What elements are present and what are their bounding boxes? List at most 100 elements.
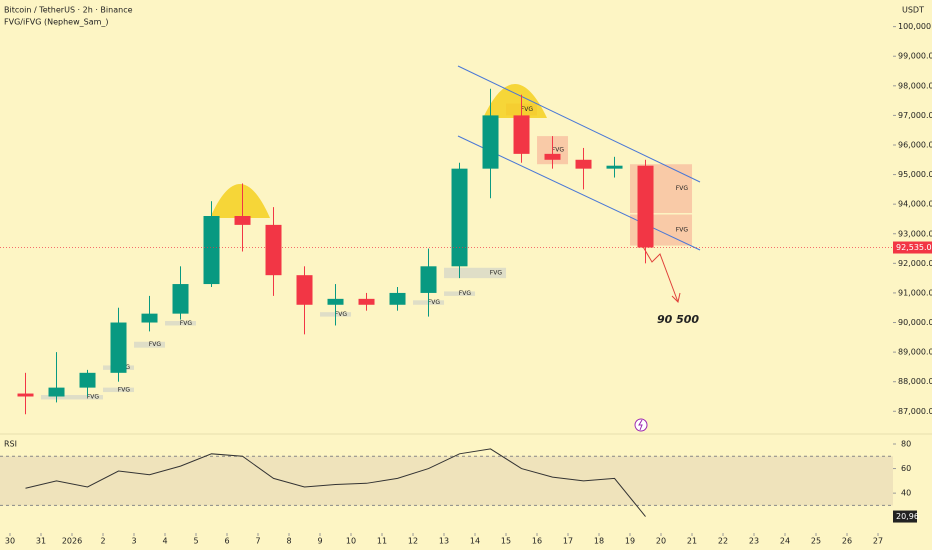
x-tick-label: 20 [656,537,666,546]
fvg-label: FVG [335,311,348,318]
y-tick-label: 95,000.00 [898,170,932,179]
candle-body [17,393,34,397]
x-tick-label: 12 [408,537,418,546]
y-tick-label: 98,000.00 [898,81,932,90]
x-tick-label: 4 [162,537,167,546]
channel-line [457,65,701,183]
currency-label: USDT [902,6,924,15]
x-tick-label: 14 [470,537,480,546]
x-tick-label: 15 [501,537,511,546]
y-tick-label: 94,000.00 [898,200,932,209]
x-tick-label: 25 [811,537,821,546]
y-tick-label: 90,000.00 [898,318,932,327]
fvg-label: FVG [118,386,131,393]
x-tick-label: 26 [842,537,852,546]
rsi-tag-label: 20,96 [896,512,919,521]
fvg-label: FVG [552,147,565,154]
x-tick-label: 24 [780,537,790,546]
candle-body [389,292,406,305]
candle-body [172,284,189,314]
candle-body [420,266,437,293]
x-tick-label: 11 [377,537,387,546]
candle-body [265,224,282,276]
candle-body [234,216,251,225]
fvg-label: FVG [87,394,100,401]
x-tick-label: 17 [563,537,573,546]
candle-body [79,372,96,388]
x-tick-label: 2026 [62,537,82,546]
y-tick-label: 88,000.00 [898,377,932,386]
rsi-line [25,448,646,517]
x-tick-label: 31 [36,537,46,546]
candle-body [482,115,499,169]
fvg-label: FVG [428,299,441,306]
candle-body [544,153,561,160]
y-tick-label: 97,000.00 [898,111,932,120]
y-tick-label: 89,000.00 [898,348,932,357]
price-tag-label: 92,535.01 [896,243,932,252]
x-tick-label: 23 [749,537,759,546]
rsi-title: RSI [4,440,17,449]
candle-body [141,313,158,323]
fvg-label: FVG [521,106,534,113]
candle-body [296,275,313,305]
candle-body [203,216,220,285]
rsi-tick-label: 60 [901,464,911,473]
rsi-tick-label: 40 [901,489,911,498]
fvg-label: FVG [149,341,162,348]
fvg-zone [444,291,476,296]
forecast-arrow [641,244,679,303]
x-tick-label: 2 [100,537,105,546]
x-tick-label: 9 [317,537,322,546]
fvg-label: FVG [490,269,503,276]
price-tag [893,241,932,254]
y-tick-label: 91,000.00 [898,288,932,297]
x-tick-label: 16 [532,537,542,546]
y-tick-label: 100,000.00 [898,22,932,31]
fvg-label: FVG [676,185,689,192]
fvg-zone [444,267,507,279]
candle-body [575,159,592,169]
x-tick-label: 13 [439,537,449,546]
fvg-zone [41,395,104,400]
x-tick-label: 21 [687,537,697,546]
top-dome [483,84,547,118]
x-tick-label: 18 [594,537,604,546]
x-tick-label: 27 [873,537,883,546]
x-tick-label: 6 [224,537,229,546]
fvg-zone [165,321,197,326]
y-tick-label: 87,000.00 [898,407,932,416]
y-tick-label: 93,000.00 [898,229,932,238]
x-tick-label: 8 [286,537,291,546]
fvg-zone [103,387,135,393]
y-tick-label: 92,000.00 [898,259,932,268]
fvg-label: FVG [180,320,193,327]
x-tick-label: 5 [193,537,198,546]
arrow-head [671,292,681,303]
x-tick-label: 30 [5,537,15,546]
indicator-name: FVG/iFVG (Nephew_Sam_) [4,18,109,27]
fvg-zone [134,341,166,348]
fvg-label: FVG [676,227,689,234]
candle-body [606,165,623,169]
x-tick-label: 10 [346,537,356,546]
rsi-tick-label: 80 [901,439,911,448]
rsi-tag [893,510,917,523]
x-tick-label: 3 [131,537,136,546]
x-tick-label: 19 [625,537,635,546]
candle-body [358,298,375,305]
candle-body [637,165,654,248]
target-label: 90 500 [657,313,699,326]
rsi-band [0,456,893,506]
y-tick-label: 99,000.00 [898,52,932,61]
x-tick-label: 7 [255,537,260,546]
event-icon-bolt [638,419,643,431]
chart-title: Bitcoin / TetherUS · 2h · Binance [4,6,133,15]
top-dome [210,184,270,218]
y-tick-label: 96,000.00 [898,140,932,149]
candle-body [451,168,468,267]
candle-body [513,115,530,154]
candle-body [110,322,127,373]
candle-body [48,387,65,397]
